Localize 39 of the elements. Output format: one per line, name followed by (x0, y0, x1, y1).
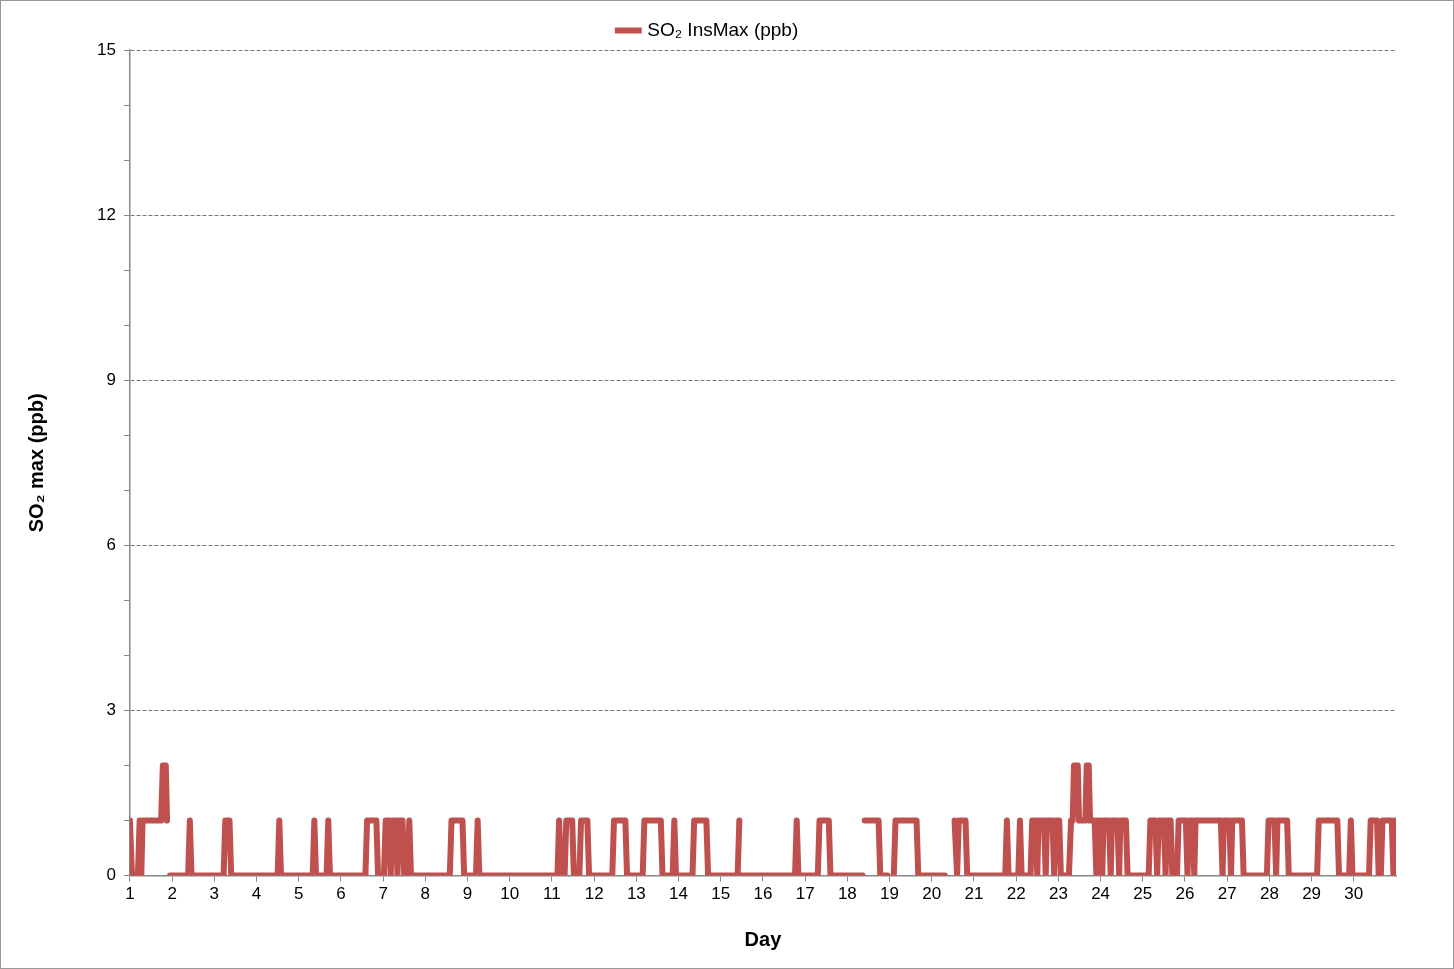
x-tick-label: 14 (669, 884, 689, 904)
x-tick-label: 12 (584, 884, 604, 904)
x-tick-label: 15 (711, 884, 731, 904)
x-tick-label: 5 (293, 884, 304, 904)
y-tick-label: 3 (106, 700, 116, 720)
x-tick-label: 27 (1217, 884, 1237, 904)
x-tick-label: 21 (964, 884, 984, 904)
x-tick-label: 7 (378, 884, 388, 904)
x-tick-label: 23 (1048, 884, 1068, 904)
y-tick-label: 9 (106, 369, 116, 389)
x-tick-label: 25 (1133, 884, 1153, 904)
y-tick-label: 12 (96, 204, 116, 224)
x-tick-label: 24 (1091, 884, 1111, 904)
legend-label: SO₂ InsMax (ppb) (647, 18, 799, 40)
x-tick-label: 2 (167, 884, 177, 904)
y-axis-title: SO₂ max (ppb) (24, 393, 47, 533)
x-tick-label: 19 (880, 884, 900, 904)
x-tick-label: 4 (251, 884, 262, 904)
y-tick-label: 6 (106, 535, 116, 555)
x-tick-label: 11 (543, 884, 561, 904)
x-tick-label: 3 (209, 884, 220, 904)
x-axis-title: Day (744, 927, 783, 950)
x-tick-label: 8 (420, 884, 431, 904)
x-tick-label: 10 (500, 884, 520, 904)
y-tick-label: 0 (106, 865, 116, 885)
x-tick-label: 1 (125, 884, 135, 904)
x-tick-label: 28 (1259, 884, 1279, 904)
x-tick-label: 18 (837, 884, 857, 904)
x-tick-label: 30 (1344, 884, 1364, 904)
x-tick-label: 20 (922, 884, 942, 904)
x-tick-label: 29 (1302, 884, 1322, 904)
x-tick-label: 13 (626, 884, 646, 904)
x-tick-label: 17 (795, 884, 815, 904)
x-tick-label: 16 (753, 884, 773, 904)
x-tick-label: 6 (336, 884, 346, 904)
x-tick-label: 9 (462, 884, 473, 904)
y-tick-label: 15 (96, 39, 116, 59)
x-tick-label: 22 (1006, 884, 1026, 904)
x-tick-label: 26 (1175, 884, 1195, 904)
